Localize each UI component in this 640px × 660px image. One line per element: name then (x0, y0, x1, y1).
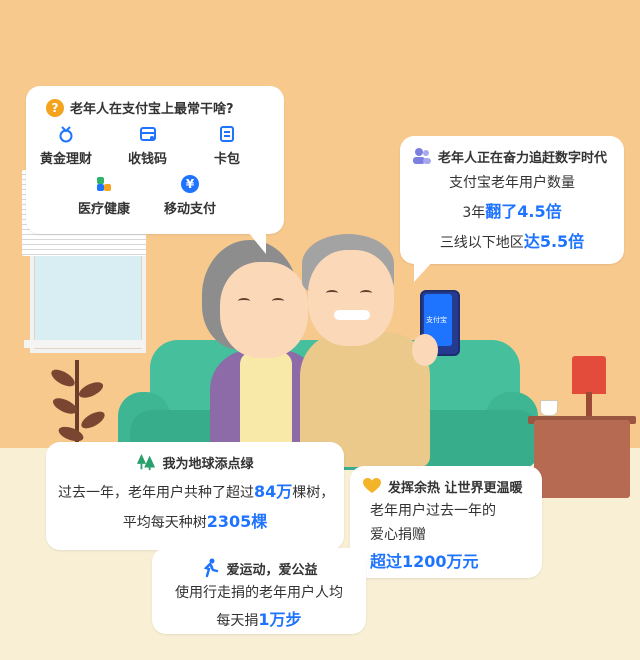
tree-line2: 平均每天种树2305棵 (58, 508, 332, 532)
bubble-tail (248, 232, 266, 254)
service-label: 收钱码 (128, 152, 168, 167)
walk-title-text: 爱运动，爱公益 (226, 562, 318, 578)
walk-line2: 每天捐1万步 (164, 606, 354, 630)
usage-bubble-title: ? 老年人在支付宝上最常干啥? (38, 98, 272, 117)
tea-cup (540, 400, 558, 416)
service-item-health: 医疗健康 (78, 174, 130, 217)
yuan-symbol: ¥ (181, 175, 199, 193)
service-label: 移动支付 (164, 202, 217, 217)
digital-era-title-text: 老年人正在奋力追赶数字时代 (438, 150, 608, 166)
tree-bubble-title: 我为地球添点绿 (58, 452, 332, 472)
grandpa-face (308, 250, 394, 346)
service-item-card-wallet: 卡包 (214, 124, 240, 167)
cashier-icon (138, 124, 158, 144)
yuan-coin-icon: ¥ (180, 174, 200, 194)
digital-era-title: 老年人正在奋力追赶数字时代 (412, 146, 612, 166)
tree-line1-highlight: 84万 (254, 482, 293, 501)
usage-title-text: 老年人在支付宝上最常干啥? (70, 102, 234, 117)
donation-bubble: 发挥余热 让世界更温暖 老年用户过去一年的 爱心捐赠 超过1200万元 (350, 466, 542, 578)
service-label: 医疗健康 (78, 202, 131, 217)
lamp-shade (572, 356, 606, 394)
digital-era-bubble: 老年人正在奋力追赶数字时代 支付宝老年用户数量 3年翻了4.5倍 三线以下地区达… (400, 136, 624, 282)
donation-title-text: 发挥余热 让世界更温暖 (388, 480, 523, 496)
donation-line2: 爱心捐赠 (370, 527, 426, 543)
digital-era-line3: 三线以下地区达5.5倍 (412, 228, 612, 252)
digital-era-line1: 支付宝老年用户数量 (449, 175, 575, 191)
walk-title: 爱运动，爱公益 (164, 558, 354, 578)
walk-line1: 使用行走捐的老年用户人均 (175, 585, 343, 601)
tree-line1: 过去一年，老年用户共种了超过84万棵树， (58, 478, 335, 502)
gold-medal-icon (56, 124, 76, 144)
grandpa-mustache (334, 310, 370, 320)
service-label: 黄金理财 (40, 152, 93, 167)
heart-icon (362, 476, 382, 496)
phone-app-label: 支付宝 (426, 316, 447, 324)
tree-title-text: 我为地球添点绿 (162, 456, 254, 472)
tree-icon (136, 452, 156, 472)
walk-line2-prefix: 每天捐 (216, 613, 259, 629)
lamp-pole (586, 392, 592, 416)
grandpa-eye (326, 290, 338, 296)
tree-line1-suffix: 棵树， (292, 485, 335, 501)
donation-line1: 老年用户过去一年的 (370, 503, 496, 519)
grandma-eye (272, 298, 284, 304)
grandma-face (220, 262, 308, 358)
usage-bubble: ? 老年人在支付宝上最常干啥? 黄金理财 收钱码 卡包 医疗健康 (26, 86, 284, 254)
window-sill (24, 340, 144, 348)
grandma-eye (238, 298, 250, 304)
bubble-tail (414, 260, 434, 282)
walk-line2-highlight: 1万步 (258, 610, 302, 629)
tree-line2-highlight: 2305棵 (206, 512, 268, 531)
donation-highlight: 超过1200万元 (370, 552, 479, 571)
tree-line1-prefix: 过去一年，老年用户共种了超过 (58, 485, 254, 501)
card-wallet-icon (217, 124, 237, 144)
digital-era-line2: 3年翻了4.5倍 (412, 198, 612, 222)
donation-line3: 超过1200万元 (362, 548, 530, 572)
people-icon (412, 146, 432, 166)
side-cabinet (534, 420, 630, 498)
health-icon (94, 174, 114, 194)
question-circle-icon: ? (46, 98, 64, 117)
grandpa-eye (360, 290, 372, 296)
tree-bubble: 我为地球添点绿 过去一年，老年用户共种了超过84万棵树， 平均每天种树2305棵 (46, 442, 344, 550)
service-label: 卡包 (214, 152, 241, 167)
running-person-icon (200, 558, 220, 578)
donation-title: 发挥余热 让世界更温暖 (362, 476, 530, 496)
service-item-mobile-pay: ¥ 移动支付 (164, 174, 216, 217)
service-item-gold: 黄金理财 (40, 124, 92, 167)
line3-prefix: 三线以下地区 (439, 235, 524, 251)
line3-highlight: 达5.5倍 (523, 232, 585, 251)
grandpa-hand (412, 334, 438, 366)
tree-line2-prefix: 平均每天种树 (122, 515, 207, 531)
line2-highlight: 翻了4.5倍 (485, 202, 562, 221)
line2-prefix: 3年 (462, 205, 486, 221)
service-item-cashier: 收钱码 (128, 124, 167, 167)
walk-bubble: 爱运动，爱公益 使用行走捐的老年用户人均 每天捐1万步 (152, 548, 366, 634)
